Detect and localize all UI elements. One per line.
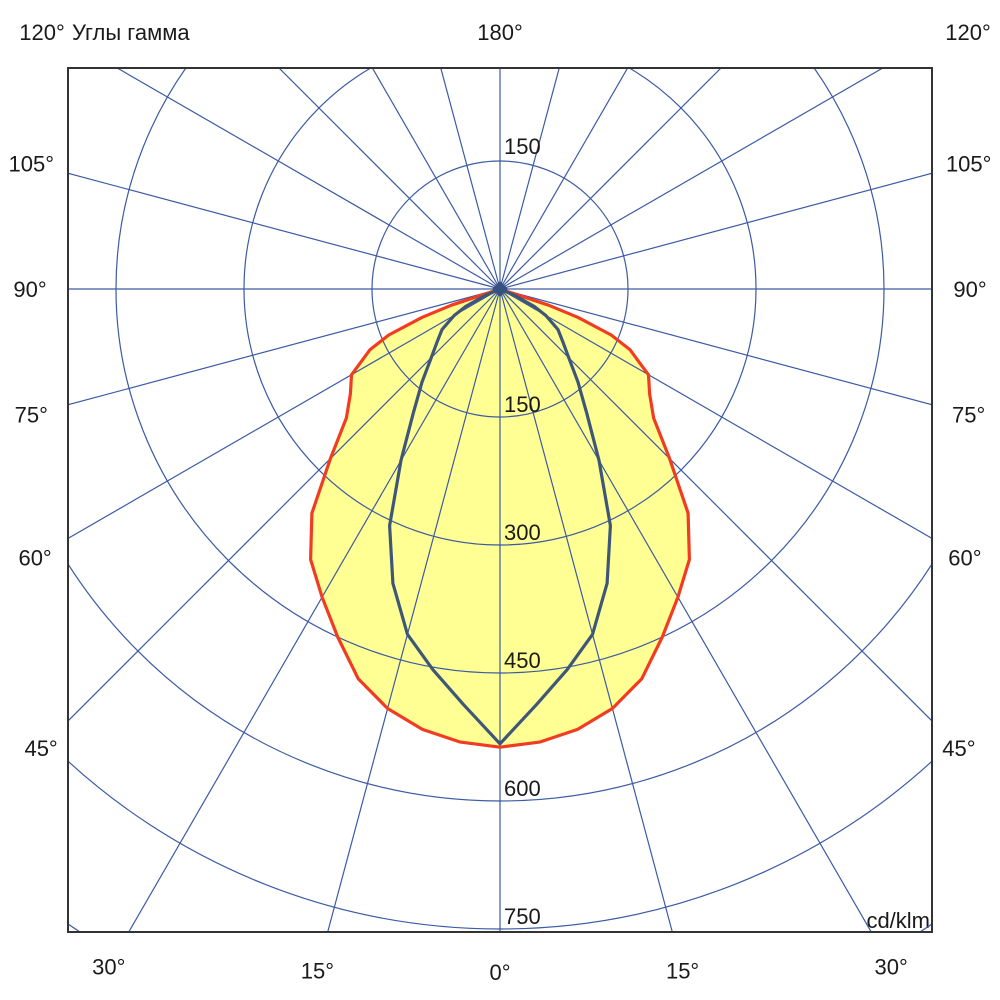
gamma-label-left-90: 90° <box>13 277 46 302</box>
gamma-label-bottom-c0: 0° <box>489 960 510 985</box>
grid-ray-75 <box>499 288 932 406</box>
grid-ray-300 <box>68 288 501 540</box>
grid-ray-165 <box>499 68 560 290</box>
gamma-label-right-90: 90° <box>953 277 986 302</box>
grid-ray-330 <box>128 288 501 932</box>
center-marker <box>492 281 508 297</box>
grid-ray-60 <box>499 288 932 540</box>
ring-value-label-600: 600 <box>504 776 541 801</box>
corner-angle-label-left: 120° <box>19 20 65 45</box>
ring-value-label-750: 750 <box>504 904 541 929</box>
gamma-label-left-60: 60° <box>18 545 51 570</box>
plot-frame <box>67 67 933 933</box>
grid-ray-30 <box>499 288 872 932</box>
gamma-label-right-105: 105° <box>946 151 992 176</box>
beam-curve-outline <box>309 287 691 749</box>
grid-ray-135 <box>499 68 722 290</box>
grid-ray-210 <box>371 68 501 290</box>
chart-title: Углы гамма <box>72 20 190 45</box>
grid-ray-285 <box>68 288 501 406</box>
grid-ray-225 <box>278 68 501 290</box>
gamma-label-right-75: 75° <box>952 403 985 428</box>
grid-ray-255 <box>68 172 501 290</box>
gamma-label-bottom-l15: 15° <box>301 959 334 984</box>
gamma-label-bottom-r30: 30° <box>875 955 908 980</box>
ring-value-label-450: 450 <box>504 648 541 673</box>
gamma-label-left-45: 45° <box>24 736 57 761</box>
gamma-label-bottom-l30: 30° <box>92 955 125 980</box>
gamma-label-left-75: 75° <box>15 403 48 428</box>
grid-ray-105 <box>499 172 932 290</box>
grid-ray-315 <box>68 288 501 722</box>
corner-angle-label-right: 120° <box>945 20 991 45</box>
grid-ray-195 <box>440 68 501 290</box>
grid-ray-120 <box>499 68 884 290</box>
gamma-label-bottom-r15: 15° <box>666 959 699 984</box>
unit-label: cd/klm <box>866 908 930 933</box>
grid-ray-345 <box>327 288 501 932</box>
top-angle-label: 180° <box>477 20 523 45</box>
grid-ray-150 <box>499 68 629 290</box>
ring-value-label-top: 150 <box>504 134 541 159</box>
ring-value-label-150: 150 <box>504 392 541 417</box>
beam-curve-inner <box>388 287 612 746</box>
ring-value-label-300: 300 <box>504 520 541 545</box>
grid-ray-15 <box>499 288 673 932</box>
grid-ray-240 <box>116 68 501 290</box>
gamma-label-left-105: 105° <box>9 151 55 176</box>
grid-ray-45 <box>499 288 932 722</box>
gamma-label-right-45: 45° <box>942 736 975 761</box>
gamma-label-right-60: 60° <box>948 545 981 570</box>
